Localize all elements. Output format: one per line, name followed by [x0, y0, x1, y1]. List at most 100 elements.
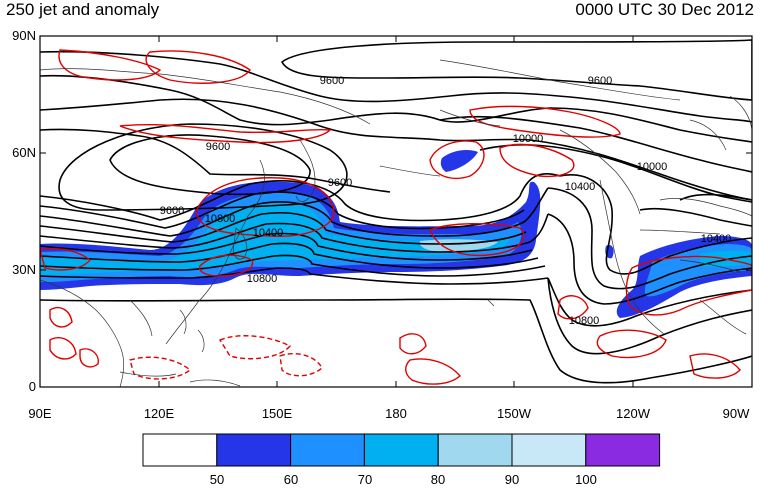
colorbar-label-90: 90 — [504, 472, 520, 487]
map-background — [40, 36, 752, 387]
contour-label: 10400 — [701, 233, 732, 245]
coastline — [599, 179, 665, 335]
coastline — [233, 227, 248, 260]
colorbar-label-60: 60 — [283, 472, 299, 487]
contour-label: 9600 — [160, 205, 184, 217]
coastline — [439, 109, 501, 127]
colorbar-swatch — [585, 433, 661, 467]
height-contour — [639, 207, 752, 227]
height-contour — [439, 115, 752, 173]
contour-label: 10400 — [565, 181, 596, 193]
height-contour — [40, 98, 752, 201]
anomaly-contour — [469, 105, 621, 138]
height-contour — [40, 298, 752, 384]
coastline — [189, 379, 241, 387]
coastline — [179, 309, 187, 335]
figure-title-left: 250 jet and anomaly — [6, 0, 160, 19]
height-contour — [547, 213, 752, 305]
height-contour — [40, 172, 561, 222]
coastline — [129, 299, 153, 337]
colorbar-label-80: 80 — [430, 472, 446, 487]
height-contour — [559, 174, 752, 275]
contour-label: 10000 — [513, 133, 544, 145]
height-contour — [547, 277, 752, 355]
coastline — [439, 59, 681, 101]
contour-label: 10800 — [205, 213, 236, 225]
colorbar-swatch — [437, 433, 513, 467]
anomaly-contour — [596, 329, 667, 359]
height-contour — [40, 187, 549, 237]
colorbar-label-50: 50 — [209, 472, 225, 487]
coastline — [40, 279, 125, 387]
height-contour — [40, 50, 752, 123]
anomaly-contour — [199, 254, 254, 277]
anomaly-contour — [49, 306, 73, 328]
figure-title-right: 0000 UTC 30 Dec 2012 — [575, 0, 754, 19]
anomaly-contour-negative — [129, 356, 192, 380]
anomaly-contour — [399, 333, 427, 355]
anomaly-contour — [119, 124, 332, 144]
height-contour — [40, 267, 549, 285]
height-contour — [547, 277, 752, 327]
height-contour — [40, 74, 752, 143]
jet-shade-patch-1 — [440, 150, 478, 172]
contour-label: 10800 — [247, 273, 278, 285]
coastline — [487, 299, 495, 307]
anomaly-contour — [58, 49, 162, 81]
lat-label-90n: 90N — [12, 28, 36, 43]
anomaly-contour — [499, 143, 575, 178]
anomaly-contour — [79, 348, 99, 368]
colorbar-label-70: 70 — [357, 472, 373, 487]
colorbar-label-100: 100 — [575, 472, 597, 487]
lon-label-150e: 150E — [261, 406, 293, 421]
height-contour — [679, 193, 752, 201]
height-contour — [40, 232, 533, 261]
anomaly-contour — [40, 248, 91, 271]
lon-label-120w: 120W — [616, 406, 650, 421]
contour-label: 10000 — [637, 161, 668, 173]
height-contour — [40, 242, 539, 269]
anomaly-contours — [40, 49, 752, 385]
axis-ticks — [39, 35, 753, 388]
anomaly-contour — [49, 336, 77, 360]
height-contour — [40, 128, 391, 193]
contour-label: 9600 — [588, 75, 612, 87]
coastline — [295, 139, 316, 203]
lon-label-90w: 90W — [722, 406, 750, 421]
coastline — [119, 371, 177, 377]
coastline — [559, 129, 641, 215]
height-contour — [58, 123, 348, 211]
anomaly-contour — [405, 358, 461, 385]
coastline — [639, 229, 721, 235]
anomaly-contour — [145, 50, 251, 84]
coastline — [197, 329, 205, 353]
contour-label: 10400 — [253, 227, 284, 239]
coastlines — [40, 59, 752, 387]
height-contour — [280, 39, 752, 101]
colorbar — [142, 433, 661, 467]
lat-label-30n: 30N — [12, 262, 36, 277]
lat-label-60n: 60N — [12, 145, 36, 160]
height-contour — [547, 187, 752, 290]
height-contour — [40, 191, 525, 230]
coastline — [679, 259, 741, 273]
colorbar-swatch — [216, 433, 292, 467]
coastline — [729, 95, 752, 131]
lon-label-180: 180 — [385, 406, 407, 421]
anomaly-contour — [625, 255, 752, 316]
contour-label: 9600 — [206, 141, 230, 153]
height-contours — [40, 39, 752, 384]
coastline — [699, 299, 747, 335]
colorbar-swatch — [142, 433, 218, 467]
lat-label-0: 0 — [28, 379, 36, 394]
height-contour — [109, 134, 311, 196]
anomaly-contour — [195, 177, 335, 237]
height-contour — [40, 213, 549, 253]
contour-label: 9600 — [320, 75, 344, 87]
colorbar-swatch — [511, 433, 587, 467]
colorbar-swatch — [363, 433, 439, 467]
anomaly-contour-negative — [218, 335, 292, 360]
anomaly-contour — [429, 223, 525, 257]
coastline — [40, 68, 371, 125]
